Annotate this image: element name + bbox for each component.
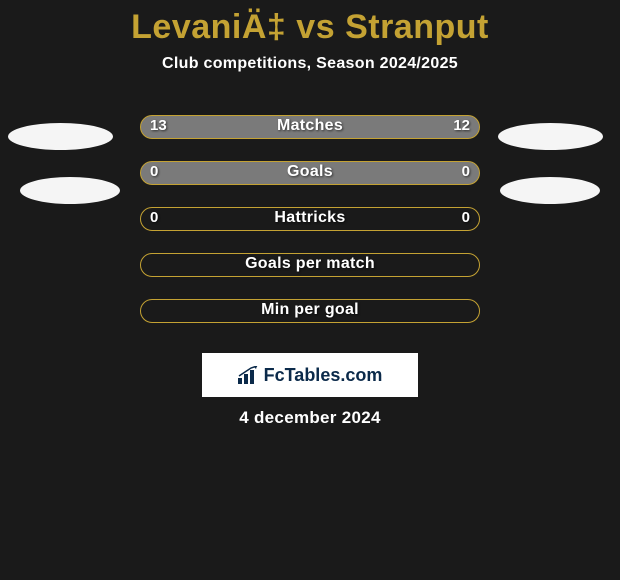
stat-value-left: 13	[150, 117, 167, 134]
decorative-ellipse	[20, 177, 120, 204]
stat-row: Min per goal	[0, 297, 620, 343]
title-player-left: LevaniÄ‡	[131, 8, 286, 46]
stat-row: Goals per match	[0, 251, 620, 297]
fctables-logo: FcTables.com	[202, 353, 418, 397]
date-text: 4 december 2024	[0, 408, 620, 428]
page-title: LevaniÄ‡ vs Stranput	[0, 0, 620, 47]
title-vs: vs	[286, 8, 345, 46]
stat-value-right: 12	[453, 117, 470, 134]
stat-row: Hattricks0 0	[0, 205, 620, 251]
title-player-right: Stranput	[345, 8, 489, 46]
decorative-ellipse	[500, 177, 600, 204]
subtitle: Club competitions, Season 2024/2025	[0, 55, 620, 73]
stat-label: Matches	[140, 117, 480, 135]
decorative-ellipse	[8, 123, 113, 150]
stat-value-left: 0	[150, 209, 158, 226]
logo-text: FcTables.com	[238, 365, 383, 386]
stat-value-right: 0	[462, 209, 470, 226]
stat-label: Goals	[140, 163, 480, 181]
stat-label: Hattricks	[140, 209, 480, 227]
stat-value-right: 0	[462, 163, 470, 180]
decorative-ellipse	[498, 123, 603, 150]
stat-label: Goals per match	[140, 255, 480, 273]
chart-icon	[238, 366, 260, 384]
logo-label: FcTables.com	[264, 365, 383, 386]
stat-value-left: 0	[150, 163, 158, 180]
stat-label: Min per goal	[140, 301, 480, 319]
